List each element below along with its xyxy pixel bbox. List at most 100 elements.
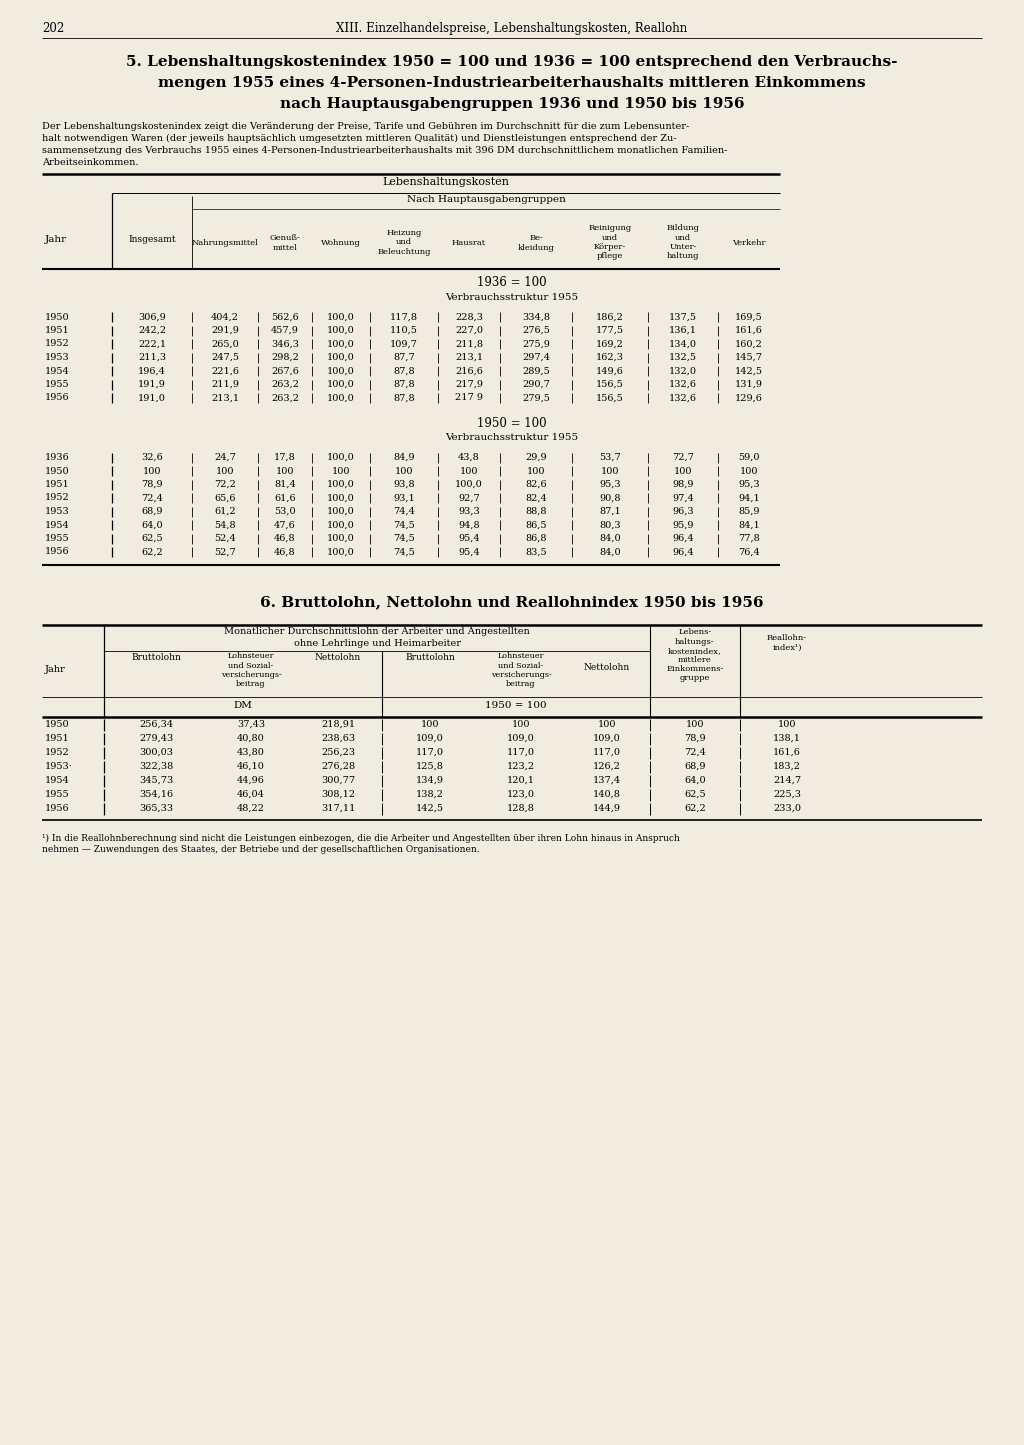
Text: 161,6: 161,6 [735, 327, 763, 335]
Text: 85,9: 85,9 [738, 507, 760, 516]
Text: 300,03: 300,03 [139, 749, 173, 757]
Text: 263,2: 263,2 [271, 380, 299, 389]
Text: 123,2: 123,2 [507, 762, 536, 772]
Text: Hausrat: Hausrat [452, 238, 486, 247]
Text: 100: 100 [526, 467, 545, 475]
Text: 94,1: 94,1 [738, 494, 760, 503]
Text: 1952: 1952 [45, 749, 70, 757]
Text: 161,6: 161,6 [773, 749, 801, 757]
Text: Jahr: Jahr [45, 234, 68, 244]
Text: 93,1: 93,1 [393, 494, 415, 503]
Text: 276,28: 276,28 [321, 762, 355, 772]
Text: 52,7: 52,7 [214, 548, 236, 556]
Text: 100,0: 100,0 [327, 494, 355, 503]
Text: 100,0: 100,0 [327, 353, 355, 363]
Text: 125,8: 125,8 [416, 762, 444, 772]
Text: 84,1: 84,1 [738, 520, 760, 529]
Text: 1955: 1955 [45, 380, 70, 389]
Text: 457,9: 457,9 [271, 327, 299, 335]
Text: 290,7: 290,7 [522, 380, 550, 389]
Text: 29,9: 29,9 [525, 452, 547, 462]
Text: 88,8: 88,8 [525, 507, 547, 516]
Text: 213,1: 213,1 [211, 393, 239, 403]
Text: Genuß-
mittel: Genuß- mittel [269, 234, 300, 251]
Text: 225,3: 225,3 [773, 790, 801, 799]
Text: 308,12: 308,12 [321, 790, 355, 799]
Text: 100: 100 [275, 467, 294, 475]
Text: 100,0: 100,0 [327, 548, 355, 556]
Text: 43,80: 43,80 [238, 749, 265, 757]
Text: 276,5: 276,5 [522, 327, 550, 335]
Text: 46,04: 46,04 [238, 790, 265, 799]
Text: 95,9: 95,9 [672, 520, 693, 529]
Text: 1955: 1955 [45, 535, 70, 543]
Text: 1951: 1951 [45, 327, 70, 335]
Text: Reinigung
und
Körper-
pflege: Reinigung und Körper- pflege [589, 224, 632, 260]
Text: 131,9: 131,9 [735, 380, 763, 389]
Text: 93,3: 93,3 [458, 507, 480, 516]
Text: 346,3: 346,3 [271, 340, 299, 348]
Text: 1951: 1951 [45, 734, 70, 743]
Text: 68,9: 68,9 [141, 507, 163, 516]
Text: 1936 = 100: 1936 = 100 [477, 276, 547, 289]
Text: 160,2: 160,2 [735, 340, 763, 348]
Text: sammensetzung des Verbrauchs 1955 eines 4-Personen-Industriearbeiterhaushalts mi: sammensetzung des Verbrauchs 1955 eines … [42, 146, 727, 155]
Text: 96,4: 96,4 [672, 548, 694, 556]
Text: 1953: 1953 [45, 353, 70, 363]
Text: 61,6: 61,6 [274, 494, 296, 503]
Text: 117,0: 117,0 [507, 749, 535, 757]
Text: Lebenshaltungskosten: Lebenshaltungskosten [383, 176, 510, 186]
Text: Verkehr: Verkehr [732, 238, 766, 247]
Text: 24,7: 24,7 [214, 452, 236, 462]
Text: Verbrauchsstruktur 1955: Verbrauchsstruktur 1955 [445, 434, 579, 442]
Text: 72,7: 72,7 [672, 452, 694, 462]
Text: 87,8: 87,8 [393, 380, 415, 389]
Text: 256,23: 256,23 [321, 749, 355, 757]
Text: 263,2: 263,2 [271, 393, 299, 403]
Text: 138,2: 138,2 [416, 790, 444, 799]
Text: 136,1: 136,1 [669, 327, 697, 335]
Text: 242,2: 242,2 [138, 327, 166, 335]
Text: 298,2: 298,2 [271, 353, 299, 363]
Text: 267,6: 267,6 [271, 367, 299, 376]
Text: 82,4: 82,4 [525, 494, 547, 503]
Text: 100: 100 [216, 467, 234, 475]
Text: 169,2: 169,2 [596, 340, 624, 348]
Text: 98,9: 98,9 [672, 480, 693, 488]
Text: 217 9: 217 9 [455, 393, 483, 403]
Text: 86,5: 86,5 [525, 520, 547, 529]
Text: 123,0: 123,0 [507, 790, 535, 799]
Text: Nettolohn: Nettolohn [314, 653, 361, 662]
Text: 142,5: 142,5 [416, 803, 444, 814]
Text: 247,5: 247,5 [211, 353, 239, 363]
Text: 265,0: 265,0 [211, 340, 239, 348]
Text: 279,43: 279,43 [139, 734, 173, 743]
Text: 109,7: 109,7 [390, 340, 418, 348]
Text: 46,8: 46,8 [274, 535, 296, 543]
Text: XIII. Einzelhandelspreise, Lebenshaltungskosten, Reallohn: XIII. Einzelhandelspreise, Lebenshaltung… [336, 22, 688, 35]
Text: ¹) In die Reallohnberechnung sind nicht die Leistungen einbezogen, die die Arbei: ¹) In die Reallohnberechnung sind nicht … [42, 834, 680, 842]
Text: 149,6: 149,6 [596, 367, 624, 376]
Text: 177,5: 177,5 [596, 327, 624, 335]
Text: 100,0: 100,0 [327, 520, 355, 529]
Text: 80,3: 80,3 [599, 520, 621, 529]
Text: 1954: 1954 [45, 367, 70, 376]
Text: 202: 202 [42, 22, 65, 35]
Text: 142,5: 142,5 [735, 367, 763, 376]
Text: 65,6: 65,6 [214, 494, 236, 503]
Text: Heizung
und
Beleuchtung: Heizung und Beleuchtung [377, 228, 431, 256]
Text: 72,2: 72,2 [214, 480, 236, 488]
Text: 322,38: 322,38 [139, 762, 173, 772]
Text: 100: 100 [686, 720, 705, 728]
Text: 117,0: 117,0 [416, 749, 444, 757]
Text: 117,8: 117,8 [390, 312, 418, 321]
Text: Der Lebenshaltungskostenindex zeigt die Veränderung der Preise, Tarife und Gebüh: Der Lebenshaltungskostenindex zeigt die … [42, 121, 689, 131]
Text: 74,5: 74,5 [393, 520, 415, 529]
Text: 334,8: 334,8 [522, 312, 550, 321]
Text: 97,4: 97,4 [672, 494, 694, 503]
Text: 72,4: 72,4 [684, 749, 706, 757]
Text: 87,1: 87,1 [599, 507, 621, 516]
Text: 95,4: 95,4 [458, 548, 480, 556]
Text: 227,0: 227,0 [455, 327, 483, 335]
Text: 100: 100 [778, 720, 797, 728]
